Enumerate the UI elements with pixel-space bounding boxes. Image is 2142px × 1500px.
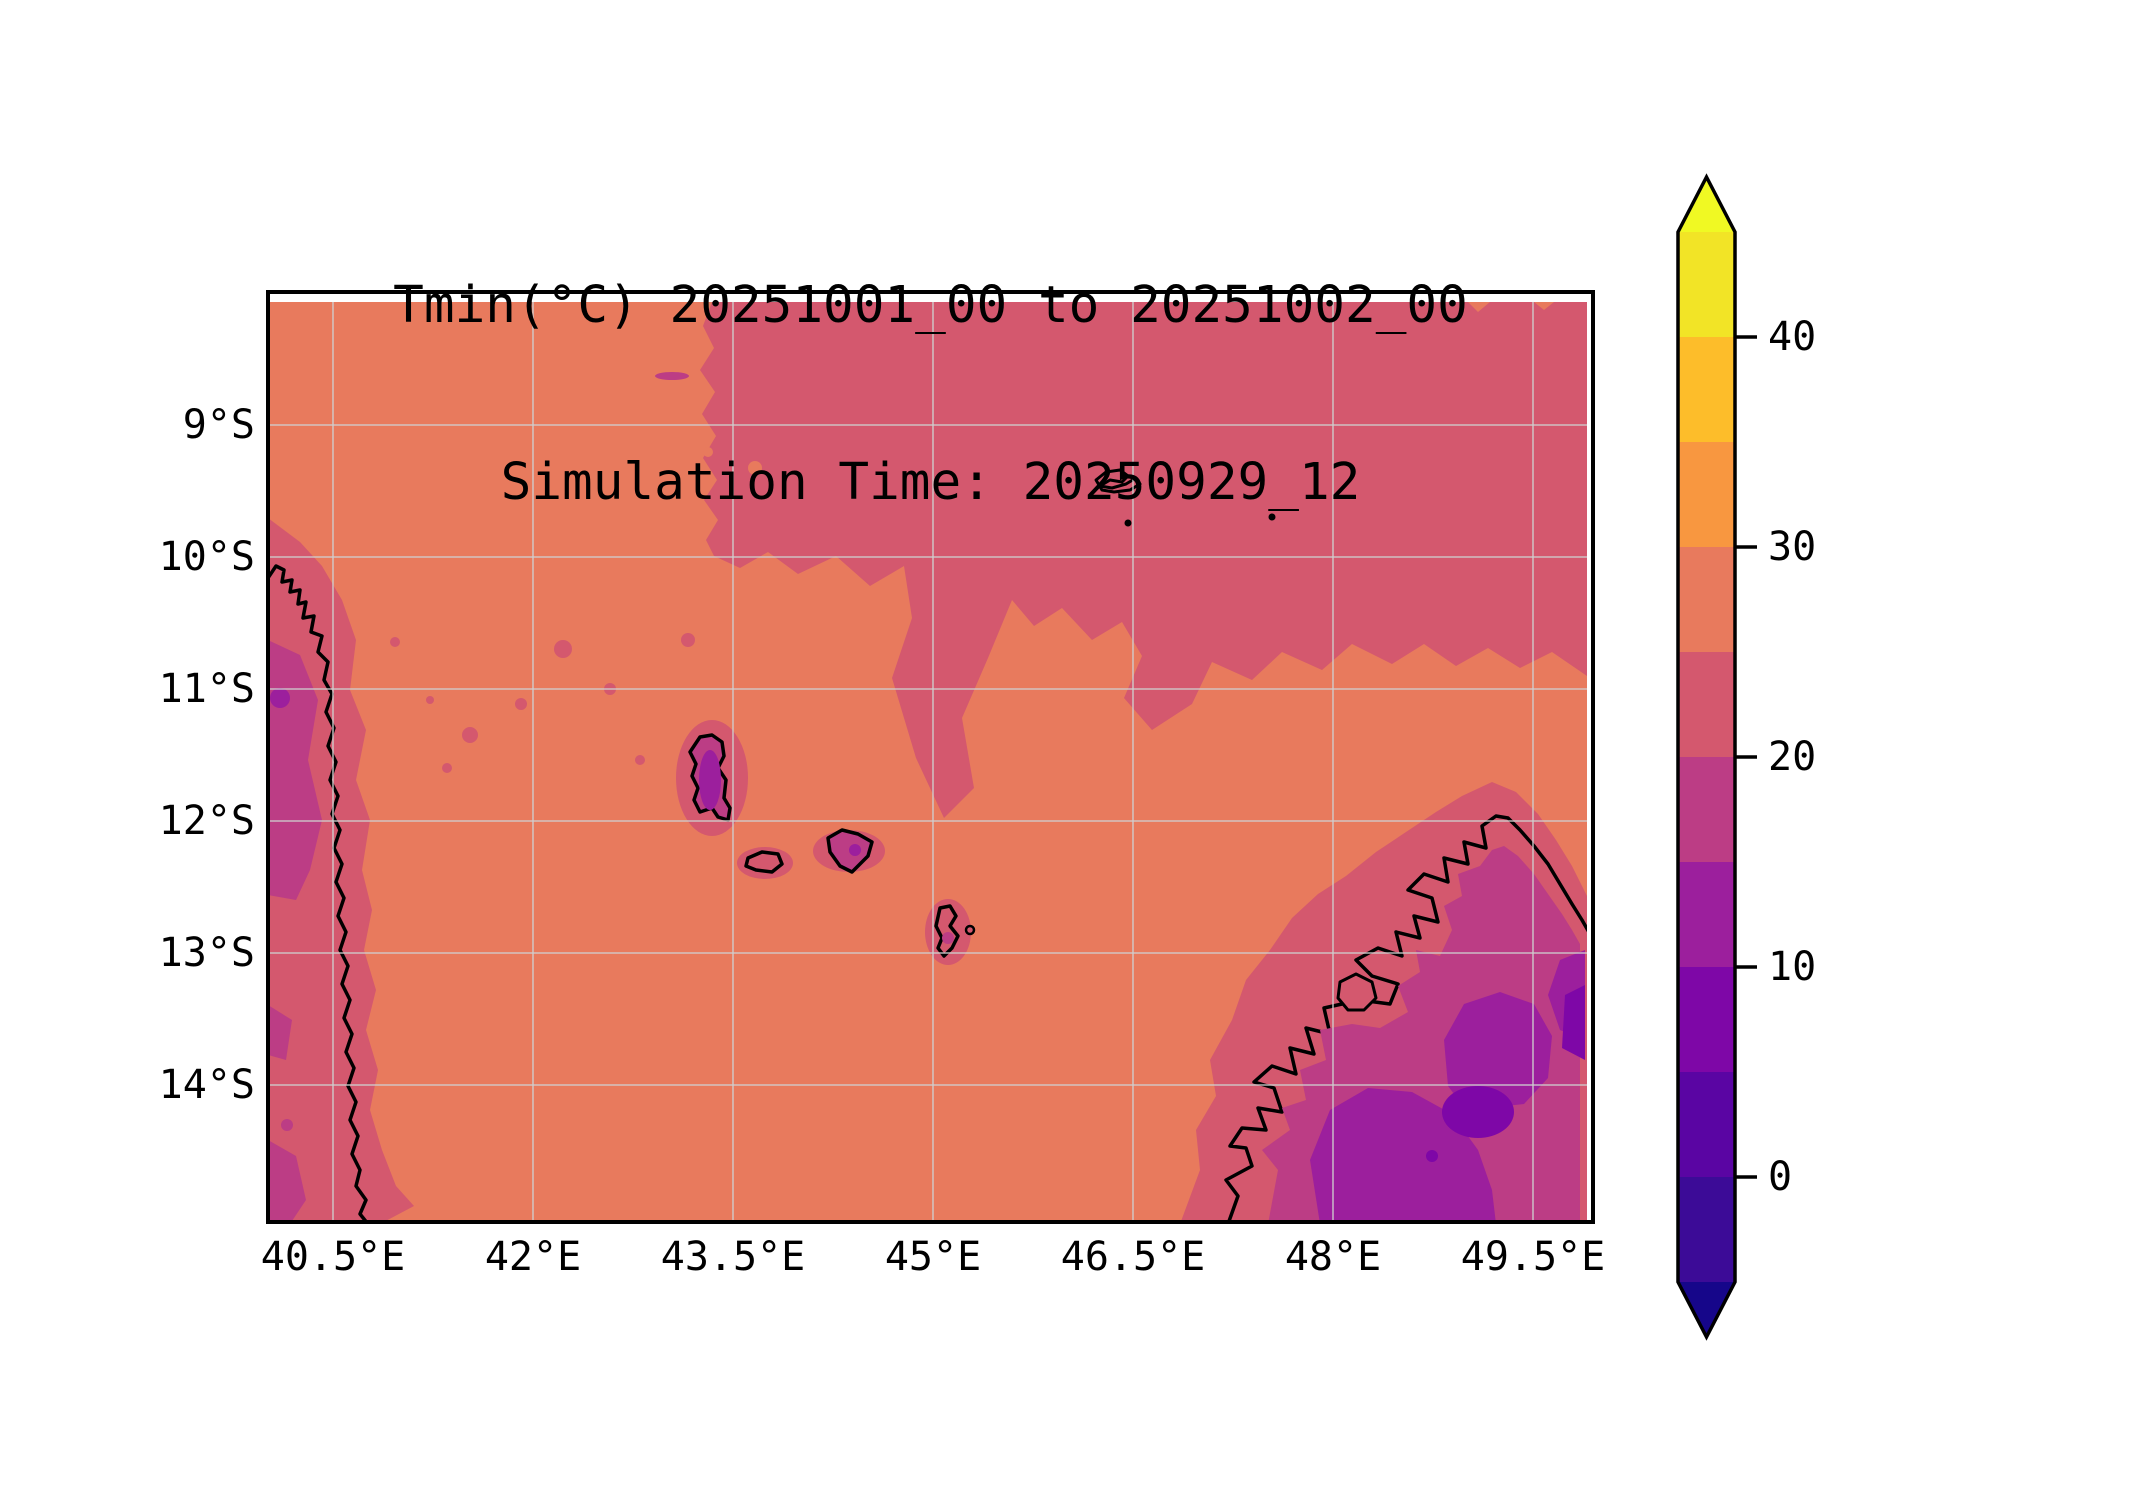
colorbar-extend-low <box>1678 1282 1735 1337</box>
grande-comore-core <box>699 750 721 810</box>
colorbar-seg-20-25 <box>1678 652 1735 757</box>
colorbar-tick-label-10: 10 <box>1768 944 1817 990</box>
top-edge-salmon-notches <box>703 302 1554 475</box>
colorbar-seg-5-10 <box>1678 967 1735 1072</box>
x-tick-label-42e: 42°E <box>484 1234 582 1280</box>
contour-band-10-15-african-dot <box>270 688 290 708</box>
moheli-island <box>744 850 784 874</box>
x-tick-label-49-5e: 49.5°E <box>1460 1234 1606 1280</box>
y-tick-label-10s: 10°S <box>158 534 255 580</box>
anjouan-core <box>849 844 861 856</box>
colorbar-tick-marks <box>1735 335 1757 1179</box>
colorbar-extend-high <box>1678 177 1735 232</box>
comoros-islands <box>676 720 976 965</box>
aldabra-atoll <box>1094 468 1276 527</box>
plot-title: Tmin(°C) 20251001_00 to 20251002_00 Simu… <box>268 158 1593 630</box>
colorbar-tick-label-0: 0 <box>1768 1154 1793 1200</box>
madagascar-interior-5-10 <box>1426 985 1585 1162</box>
x-tick-label-43-5e: 43.5°E <box>660 1234 806 1280</box>
x-tick-label-45e: 45°E <box>884 1234 982 1280</box>
colorbar-seg-25-30 <box>1678 547 1735 652</box>
colorbar-tick-label-30: 30 <box>1768 524 1817 570</box>
colorbar-seg-30-35 <box>1678 442 1735 547</box>
mayotte-islet <box>964 924 976 936</box>
colorbar-seg-35-40 <box>1678 337 1735 442</box>
y-tick-label-12s: 12°S <box>158 798 255 844</box>
colorbar-seg-0-5 <box>1678 1072 1735 1177</box>
x-tick-label-40-5e: 40.5°E <box>260 1234 406 1280</box>
colorbar-seg-10-15 <box>1678 862 1735 967</box>
y-tick-label-13s: 13°S <box>158 930 255 976</box>
y-tick-label-9s: 9°S <box>182 402 255 448</box>
nosy-be-island <box>1336 972 1378 1012</box>
colorbar-seg-40-45 <box>1678 232 1735 337</box>
plot-title-line1: Tmin(°C) 20251001_00 to 20251002_00 <box>393 276 1468 335</box>
colorbar-tick-label-40: 40 <box>1768 314 1817 360</box>
african-coastline <box>270 564 369 1222</box>
axes-frame <box>266 290 1595 1224</box>
plot-title-line2: Simulation Time: 20250929_12 <box>500 453 1361 512</box>
x-tick-label-46-5e: 46.5°E <box>1060 1234 1206 1280</box>
gridlines <box>270 302 1587 1222</box>
islet-dot-2 <box>1268 513 1276 521</box>
magenta-wisp <box>655 372 689 380</box>
y-tick-label-14s: 14°S <box>158 1062 255 1108</box>
colorbar-seg-m5-0 <box>1678 1177 1735 1282</box>
islet-dot-1 <box>1124 519 1132 527</box>
colorbar-seg-15-20 <box>1678 757 1735 862</box>
colorbar-outline <box>1676 173 1737 1341</box>
x-tick-label-48e: 48°E <box>1284 1234 1382 1280</box>
aldabra-outline <box>1094 468 1142 494</box>
mayotte-island <box>934 904 960 958</box>
y-tick-label-11s: 11°S <box>158 666 255 712</box>
mayotte-core <box>942 932 954 944</box>
map-plot-area <box>270 302 1587 1222</box>
rose-speckles <box>390 633 695 773</box>
colorbar-tick-label-20: 20 <box>1768 734 1817 780</box>
colorbar <box>1676 173 1757 1341</box>
